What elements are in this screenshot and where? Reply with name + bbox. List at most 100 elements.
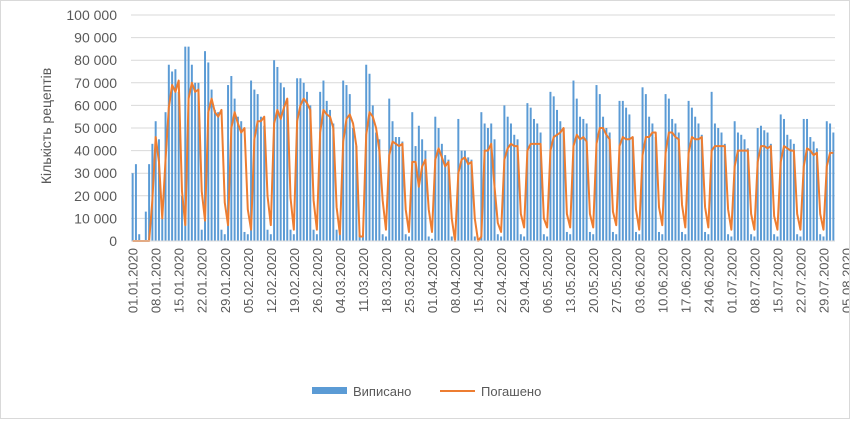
bar-vypysano (644, 94, 647, 241)
bar-vypysano (286, 100, 289, 241)
bar-vypysano (302, 82, 305, 241)
bar-vypysano (194, 82, 197, 241)
bar-vypysano (750, 234, 753, 241)
line-pogasheno (132, 79, 834, 242)
bar-vypysano (704, 231, 707, 241)
bar-vypysano (335, 229, 338, 241)
bar-vypysano (138, 234, 141, 241)
bar-vypysano (713, 123, 716, 241)
bar-vypysano (315, 234, 318, 241)
gridlines (131, 14, 835, 219)
bar-vypysano (148, 164, 151, 241)
bar-vypysano (319, 91, 322, 241)
x-tick-label: 06.05.2020 (540, 248, 555, 313)
y-tick-label: 60 000 (74, 97, 117, 113)
bar-vypysano (582, 118, 585, 241)
x-tick-label: 08.01.2020 (149, 248, 164, 313)
bar-vypysano (296, 78, 299, 241)
bar-vypysano (556, 109, 558, 241)
bar-vypysano (240, 121, 243, 241)
bar-vypysano (352, 128, 355, 241)
bar-vypysano (536, 123, 539, 241)
bar-vypysano (661, 234, 664, 241)
bar-vypysano (332, 123, 335, 241)
x-tick-label: 29.01.2020 (218, 248, 233, 313)
bar-vypysano (322, 80, 325, 241)
bar-vypysano (250, 80, 253, 241)
y-tick-label: 100 000 (66, 7, 117, 23)
x-tick-label: 29.04.2020 (517, 248, 532, 313)
x-tick-label: 22.01.2020 (195, 248, 210, 313)
bar-vypysano (381, 234, 384, 241)
x-tick-label: 01.01.2020 (126, 248, 141, 313)
bar-vypysano (565, 231, 568, 241)
bar-vypysano (621, 100, 624, 241)
bar-vypysano (329, 109, 332, 241)
bar-vypysano (608, 132, 611, 241)
bar-vypysano (605, 128, 608, 241)
legend: Виписано Погашено (312, 384, 541, 399)
bar-vypysano (575, 98, 578, 242)
bar-vypysano (490, 123, 493, 241)
bar-vypysano (506, 116, 509, 241)
bar-vypysano (631, 137, 634, 241)
bar-vypysano (269, 234, 272, 241)
y-tick-label: 30 000 (74, 165, 117, 181)
bar-vypysano (648, 116, 651, 241)
bar-vypysano (812, 141, 815, 241)
bar-vypysano (740, 134, 743, 241)
bar-vypysano (763, 130, 766, 241)
bar-vypysano (256, 94, 259, 241)
bar-vypysano (223, 234, 226, 241)
bar-vypysano (306, 91, 308, 241)
bar-vypysano (200, 229, 203, 241)
bar-vypysano (579, 116, 582, 241)
bar-vypysano (207, 62, 210, 242)
bar-vypysano (588, 231, 591, 241)
bar-vypysano (414, 146, 417, 241)
bar-vypysano (697, 123, 700, 241)
bar-vypysano (440, 143, 443, 241)
bar-vypysano (144, 211, 147, 241)
bar-vypysano (263, 125, 266, 241)
bar-vypysano (759, 125, 762, 241)
bar-vypysano (378, 139, 381, 241)
bar-vypysano (766, 132, 769, 241)
bar-vypysano (552, 96, 555, 241)
bar-vypysano (792, 143, 795, 241)
bar-vypysano (187, 46, 190, 241)
bar-vypysano (181, 195, 183, 241)
x-tick-label: 17.06.2020 (678, 248, 693, 313)
bar-vypysano (753, 236, 756, 241)
bar-vypysano (325, 100, 328, 241)
bar-vypysano (368, 73, 371, 241)
x-tick-label: 24.06.2020 (701, 248, 716, 313)
bar-vypysano (161, 218, 164, 241)
bar-vypysano (585, 123, 588, 241)
bar-vypysano (404, 234, 407, 241)
bar-vypysano (496, 234, 499, 241)
bar-vypysano (467, 157, 470, 241)
bar-vypysano (259, 116, 262, 241)
bar-vypysano (516, 139, 519, 241)
bar-vypysano (654, 137, 657, 241)
bar-vypysano (736, 132, 739, 241)
bar-vypysano (592, 234, 595, 241)
bar-vypysano (431, 238, 433, 241)
bar-vypysano (723, 143, 726, 241)
bar-vypysano (361, 236, 364, 241)
bar-vypysano (421, 139, 424, 241)
y-tick-label: 0 (109, 233, 117, 249)
bar-vypysano (394, 137, 397, 241)
y-tick-label: 80 000 (74, 52, 117, 68)
bar-vypysano (796, 234, 799, 241)
bar-vypysano (677, 132, 680, 241)
legend-swatch-vypysano (312, 387, 347, 394)
x-tick-label: 05.08.2020 (840, 248, 849, 313)
y-axis-title: Кількість рецептів (38, 68, 54, 184)
bar-vypysano (447, 159, 450, 241)
bar-vypysano (746, 148, 749, 241)
x-tick-label: 27.05.2020 (609, 248, 624, 313)
bar-vypysano (292, 234, 295, 241)
bar-vypysano (667, 98, 670, 242)
